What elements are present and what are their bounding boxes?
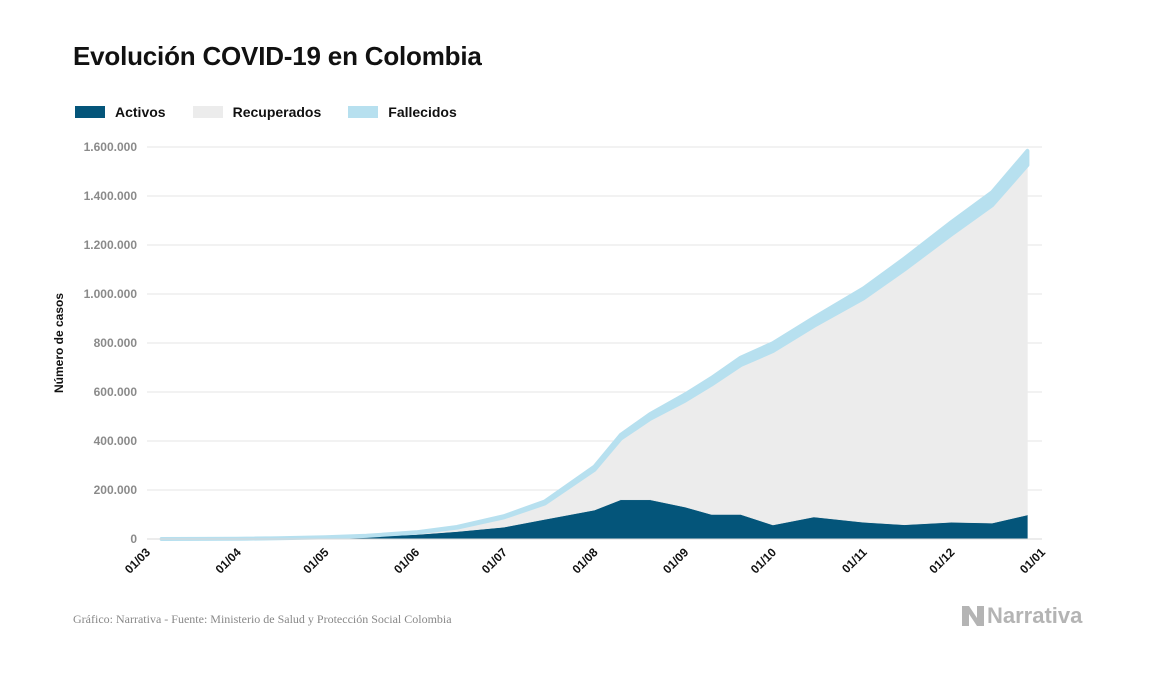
x-tick-label: 01/09 (660, 545, 691, 576)
y-tick-label: 1.400.000 (84, 189, 138, 203)
legend-swatch-fallecidos (348, 106, 379, 118)
x-tick-label: 01/05 (300, 545, 331, 576)
y-tick-label: 400.000 (94, 434, 138, 448)
area-recuperados (161, 164, 1028, 540)
y-tick-label: 0 (130, 532, 137, 546)
x-tick-label: 01/04 (213, 545, 244, 576)
y-tick-label: 1.000.000 (84, 287, 138, 301)
x-tick-label: 01/11 (839, 545, 870, 576)
narrativa-logo-icon (962, 606, 984, 626)
source-note: Gráfico: Narrativa - Fuente: Ministerio … (73, 612, 452, 626)
y-tick-label: 1.200.000 (84, 238, 138, 252)
chart-title: Evolución COVID-19 en Colombia (73, 41, 482, 71)
x-tick-label: 01/01 (1017, 545, 1048, 576)
x-tick-label: 01/12 (926, 545, 957, 576)
x-tick-label: 01/08 (569, 545, 600, 576)
x-tick-label: 01/06 (391, 545, 422, 576)
legend-label-activos: Activos (115, 104, 166, 120)
y-tick-label: 800.000 (94, 336, 138, 350)
chart-legend: Activos Recuperados Fallecidos (75, 104, 484, 120)
area-fallecidos (159, 148, 1030, 541)
x-tick-label: 01/03 (122, 545, 153, 576)
y-tick-label: 200.000 (94, 483, 138, 497)
brand-name: Narrativa (987, 603, 1083, 628)
y-tick-label: 1.600.000 (84, 140, 138, 154)
y-tick-label: 600.000 (94, 385, 138, 399)
brand-logo: Narrativa (962, 603, 1082, 629)
legend-item-recuperados: Recuperados (192, 104, 322, 120)
x-tick-label: 01/10 (748, 545, 779, 576)
legend-swatch-recuperados (192, 106, 223, 118)
y-axis-label: Número de casos (52, 293, 66, 393)
legend-label-fallecidos: Fallecidos (388, 104, 457, 120)
legend-swatch-activos (75, 106, 105, 118)
legend-label-recuperados: Recuperados (232, 104, 322, 120)
legend-item-fallecidos: Fallecidos (348, 104, 457, 120)
x-tick-label: 01/07 (479, 545, 510, 576)
legend-item-activos: Activos (75, 104, 166, 120)
